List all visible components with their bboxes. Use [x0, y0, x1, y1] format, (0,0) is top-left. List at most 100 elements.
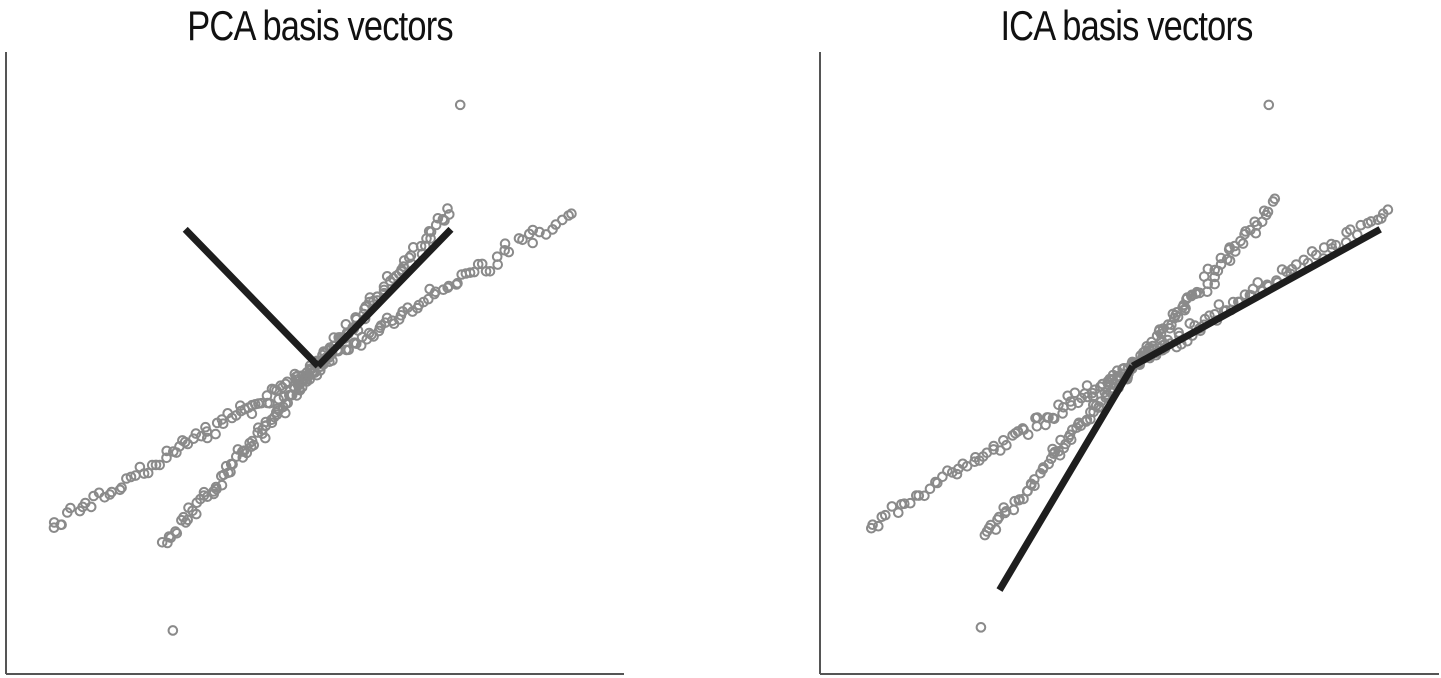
data-point	[1107, 374, 1119, 385]
data-point	[225, 458, 237, 470]
data-point	[1064, 429, 1076, 441]
data-point	[1191, 286, 1203, 298]
data-point	[182, 514, 193, 526]
data-point	[425, 226, 437, 238]
data-point	[420, 240, 431, 252]
data-point	[432, 213, 444, 224]
data-point	[468, 266, 480, 278]
data-point	[472, 258, 484, 270]
data-point	[210, 481, 222, 493]
data-point	[975, 622, 987, 633]
data-point	[540, 229, 552, 240]
data-point	[138, 468, 150, 479]
basis-vector-1	[996, 364, 1136, 592]
data-point	[308, 367, 320, 379]
data-point	[114, 484, 126, 496]
data-point	[1224, 255, 1236, 267]
data-point	[1377, 208, 1389, 220]
data-point	[932, 477, 943, 489]
data-point	[1239, 289, 1251, 301]
data-point	[217, 418, 229, 430]
data-point	[1014, 494, 1025, 505]
data-point	[266, 414, 277, 426]
data-point	[1081, 380, 1093, 391]
data-point	[1290, 259, 1302, 270]
data-point	[1184, 318, 1196, 329]
data-point	[1326, 238, 1337, 250]
data-point	[1043, 412, 1054, 423]
data-point	[464, 267, 476, 279]
data-point	[378, 281, 390, 293]
basis-vector-2	[1130, 226, 1382, 370]
data-point	[1069, 387, 1081, 399]
ica-panel: ICA basis vectors	[812, 0, 1441, 678]
data-point	[368, 331, 379, 342]
data-point	[499, 238, 511, 249]
data-point	[1089, 384, 1101, 396]
data-point	[1029, 480, 1040, 492]
data-point	[1057, 408, 1068, 419]
data-point	[415, 240, 427, 252]
data-point	[1093, 402, 1104, 414]
data-point	[106, 486, 117, 498]
data-point	[867, 519, 878, 531]
data-point	[1215, 252, 1227, 264]
data-point	[480, 266, 492, 277]
data-point	[988, 444, 999, 455]
data-point	[237, 446, 248, 457]
data-point	[56, 519, 67, 531]
data-point	[1029, 474, 1040, 485]
data-point	[182, 438, 194, 450]
data-point	[1209, 278, 1221, 290]
data-point	[1172, 311, 1184, 323]
data-point	[264, 398, 275, 409]
pca-panel: PCA basis vectors	[0, 0, 640, 678]
data-point	[85, 501, 97, 513]
data-point	[1048, 413, 1060, 425]
data-point	[156, 537, 168, 548]
data-point	[442, 203, 453, 214]
data-point	[951, 468, 963, 480]
data-point	[990, 524, 1002, 535]
data-point	[1263, 99, 1275, 111]
data-point	[1365, 216, 1377, 227]
data-point	[167, 625, 179, 636]
data-point	[969, 456, 980, 468]
data-point	[116, 482, 127, 494]
data-point	[150, 459, 162, 471]
data-point	[404, 252, 415, 264]
data-point	[121, 473, 132, 484]
data-point	[1269, 193, 1281, 205]
data-point	[517, 234, 528, 246]
data-point	[527, 224, 539, 236]
data-point	[248, 439, 260, 451]
data-point	[65, 502, 76, 514]
data-point	[154, 459, 165, 471]
chart-title: PCA basis vectors	[187, 2, 453, 49]
data-point	[1043, 458, 1054, 470]
data-point	[170, 526, 181, 537]
data-point	[566, 208, 577, 220]
data-point	[210, 428, 221, 440]
data-point	[142, 467, 154, 479]
data-point	[190, 428, 202, 439]
ica-scatter-plot	[819, 52, 1439, 675]
data-point	[942, 465, 953, 477]
data-point	[913, 490, 925, 501]
data-point	[1031, 421, 1043, 432]
chart-title: ICA basis vectors	[1000, 2, 1253, 49]
data-point	[171, 528, 183, 539]
data-point	[899, 498, 910, 510]
data-point	[351, 338, 362, 350]
data-point	[1355, 219, 1367, 231]
data-point	[300, 374, 312, 385]
data-point	[1262, 206, 1274, 218]
data-point	[191, 508, 202, 520]
data-point	[1230, 246, 1241, 257]
data-point	[146, 459, 158, 471]
data-point	[1032, 412, 1043, 423]
data-point	[534, 226, 545, 238]
data-point	[937, 471, 948, 483]
data-point	[1097, 378, 1108, 390]
data-point	[343, 344, 355, 356]
